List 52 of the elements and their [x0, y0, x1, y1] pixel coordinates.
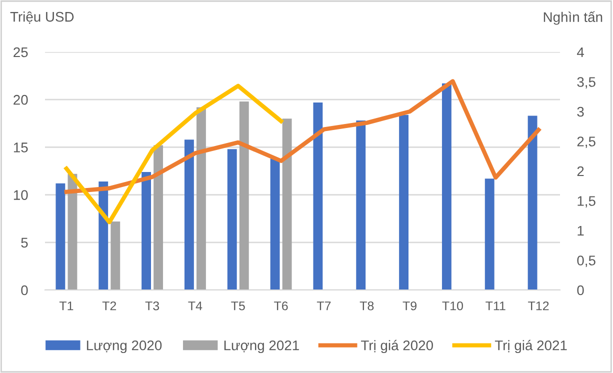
- bar: [196, 107, 206, 290]
- y-tick-label: 20: [14, 94, 28, 105]
- y-tick-label: 10: [14, 190, 28, 200]
- y2-tick-label: 0,5: [577, 256, 596, 268]
- y-tick-label: 5: [21, 238, 28, 248]
- x-tick-label: T2: [102, 301, 116, 310]
- bar: [227, 149, 237, 290]
- bar: [399, 114, 409, 290]
- bar: [484, 178, 494, 290]
- y-tick-label: 0: [21, 285, 28, 296]
- x-tick-label: T7: [316, 302, 331, 310]
- y2-tick-label: 4: [576, 47, 584, 58]
- bar: [282, 118, 292, 290]
- y2-axis-title: Nghìn tấn: [544, 11, 602, 25]
- legend-label: Lượng 2021: [224, 340, 299, 354]
- x-tick-label: T6: [274, 301, 288, 310]
- x-tick-label: T9: [402, 301, 416, 310]
- x-tick-label: T10: [442, 301, 463, 310]
- bar: [442, 83, 452, 290]
- x-tick-label: T5: [231, 302, 245, 310]
- bar: [68, 174, 78, 290]
- x-tick-label: T12: [528, 301, 549, 310]
- x-tick-label: T8: [360, 301, 374, 310]
- bar: [270, 158, 280, 290]
- bar: [110, 221, 120, 290]
- x-tick-label: T11: [486, 302, 506, 310]
- bar: [56, 183, 66, 290]
- bar: [313, 102, 323, 290]
- x-tick-label: T4: [188, 302, 202, 310]
- y2-tick-label: 1: [578, 226, 584, 236]
- y2-tick-label: 2: [577, 166, 584, 176]
- x-tick-label: T1: [59, 302, 74, 310]
- legend-label: Trị giá 2021: [494, 340, 567, 354]
- bar: [528, 116, 538, 290]
- y2-tick-label: 3: [577, 106, 584, 117]
- y-axis-title: Triệu USD: [10, 11, 74, 24]
- y2-tick-label: 1,5: [578, 196, 596, 208]
- bar: [142, 172, 152, 290]
- y-tick-label: 15: [14, 142, 28, 152]
- y2-tick-label: 0: [577, 285, 584, 296]
- bar: [239, 102, 249, 290]
- bar: [154, 145, 164, 290]
- line-series: [64, 79, 541, 194]
- line-series: [64, 84, 284, 224]
- y2-tick-label: 2,5: [577, 136, 596, 148]
- y-tick-label: 25: [14, 47, 28, 58]
- x-tick-label: T3: [145, 301, 160, 310]
- legend-label: Trị giá 2020: [361, 340, 433, 354]
- bar: [184, 140, 194, 290]
- y2-tick-label: 3,5: [577, 77, 596, 89]
- bar: [356, 120, 366, 290]
- legend-label: Lượng 2020: [86, 340, 162, 354]
